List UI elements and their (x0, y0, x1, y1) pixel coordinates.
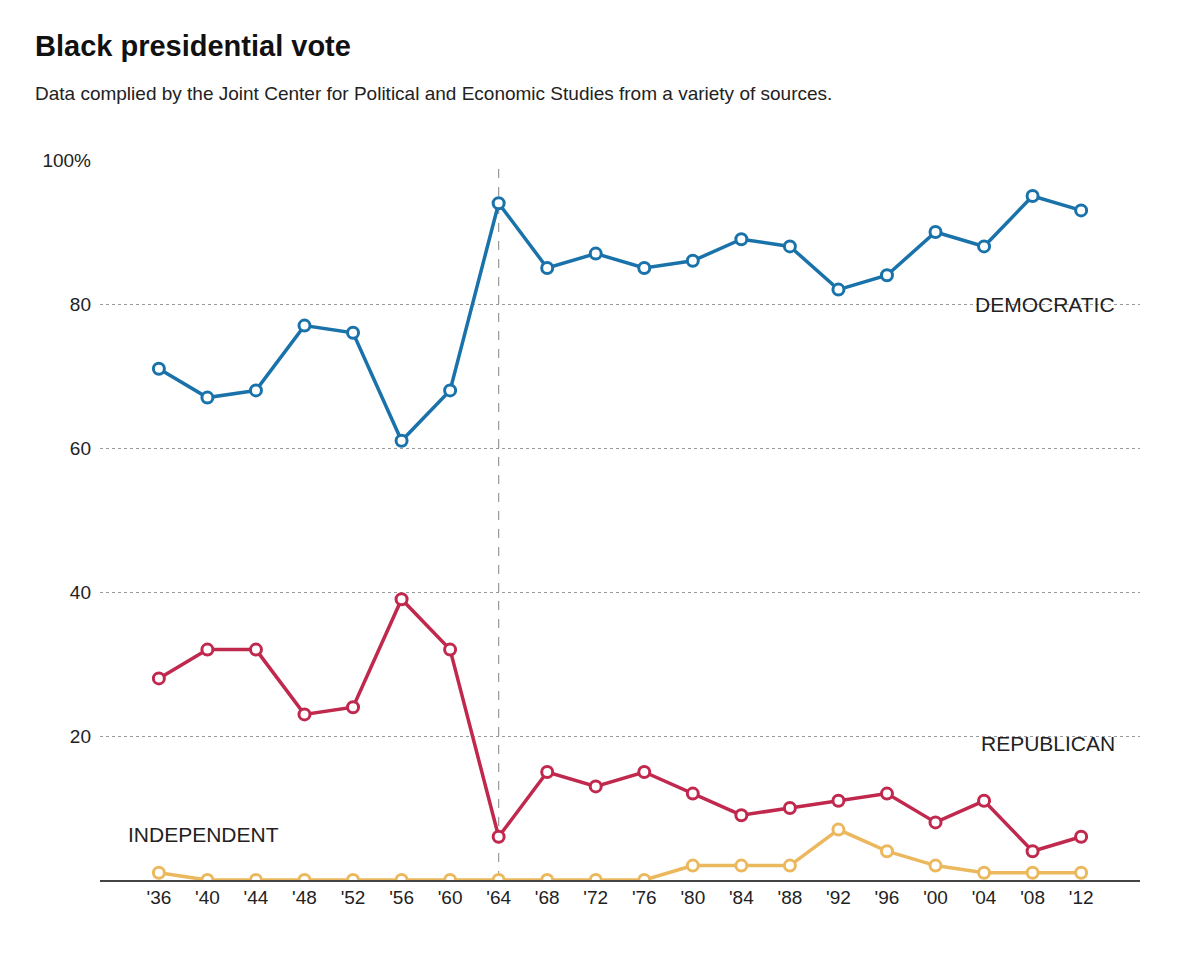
svg-text:'40: '40 (195, 887, 220, 908)
svg-text:'48: '48 (292, 887, 317, 908)
svg-text:'60: '60 (438, 887, 463, 908)
svg-text:REPUBLICAN: REPUBLICAN (981, 732, 1115, 755)
svg-text:'36: '36 (146, 887, 171, 908)
svg-text:'68: '68 (535, 887, 560, 908)
svg-text:'84: '84 (729, 887, 754, 908)
svg-text:40: 40 (70, 582, 91, 603)
svg-text:'96: '96 (875, 887, 900, 908)
svg-text:DEMOCRATIC: DEMOCRATIC (975, 293, 1115, 316)
svg-text:60: 60 (70, 438, 91, 459)
svg-text:'92: '92 (826, 887, 851, 908)
svg-text:80: 80 (70, 294, 91, 315)
svg-text:'08: '08 (1020, 887, 1045, 908)
svg-text:Data complied by the Joint Cen: Data complied by the Joint Center for Po… (35, 83, 832, 104)
svg-text:'04: '04 (972, 887, 997, 908)
svg-text:'12: '12 (1069, 887, 1094, 908)
svg-text:Black presidential vote: Black presidential vote (35, 30, 351, 62)
svg-text:'52: '52 (341, 887, 366, 908)
svg-text:'56: '56 (389, 887, 414, 908)
svg-text:100%: 100% (42, 150, 91, 171)
svg-text:'80: '80 (680, 887, 705, 908)
svg-text:INDEPENDENT: INDEPENDENT (128, 823, 279, 846)
svg-text:'72: '72 (583, 887, 608, 908)
svg-text:'76: '76 (632, 887, 657, 908)
svg-text:'00: '00 (923, 887, 948, 908)
svg-text:'88: '88 (778, 887, 803, 908)
svg-text:'44: '44 (244, 887, 269, 908)
svg-text:20: 20 (70, 726, 91, 747)
svg-text:'64: '64 (486, 887, 511, 908)
